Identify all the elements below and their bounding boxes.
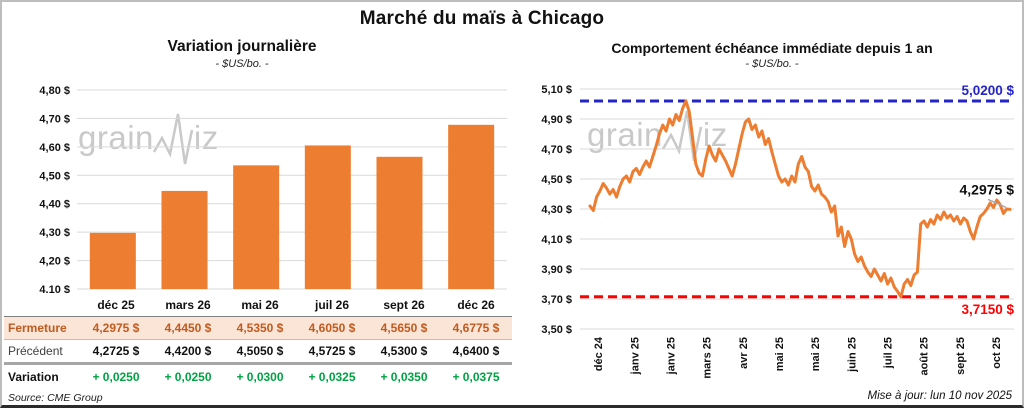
bar-chart-title: Variation journalière — [167, 38, 317, 55]
bar-chart-header: Variation journalière - $US/bo. - — [42, 38, 442, 70]
table-row-precedent: Précédent 4,2725 $ 4,4200 $ 4,5050 $ 4,5725 … — [4, 340, 512, 365]
page-title: Marché du maïs à Chicago — [359, 8, 605, 29]
table-col-header: juil 26 — [314, 298, 349, 312]
y-axis-tick-label: 5,10 $ — [541, 84, 572, 96]
table-cell: + 0,0350 — [380, 369, 428, 384]
bar-juil 26 — [304, 145, 351, 289]
table-cell: 4,5725 $ — [308, 344, 356, 358]
table-col-header: mars 26 — [165, 298, 211, 312]
source-note: Source: CME Group — [8, 392, 103, 404]
watermark-text: grain — [587, 115, 663, 153]
y-axis-tick-label: 4,10 $ — [39, 284, 70, 293]
watermark-text: iz — [193, 118, 219, 156]
front-month-line-chart: 5,10 $ 4,90 $ 4,70 $ 4,50 $ 4,30 $ 4,10 $ 3,90… — [541, 83, 1015, 379]
table-cell: 4,2725 $ — [92, 344, 140, 358]
table-cell: + 0,0250 — [92, 369, 140, 384]
y-axis-tick-label: 3,50 $ — [541, 324, 572, 336]
table-cell: + 0,0300 — [236, 369, 284, 384]
table-header-row: déc 25 mars 26 mai 26 juil 26 sept 26 déc 26 — [4, 294, 512, 316]
table-cell: 4,6775 $ — [452, 321, 500, 335]
table-cell: + 0,0325 — [308, 369, 356, 384]
y-axis-tick-label: 4,30 $ — [39, 227, 70, 239]
x-axis-tick-label: oct 25 — [991, 337, 1003, 369]
table-row-fermeture: Fermeture 4,2975 $ 4,4450 $ 4,5350 $ 4,6050 … — [4, 316, 512, 340]
bar-mai 26 — [233, 165, 280, 289]
x-axis-tick-label: déc 24 — [593, 336, 605, 371]
x-axis-tick-label: mai 25 — [810, 337, 822, 371]
x-axis-tick-label: avr 25 — [738, 337, 750, 369]
x-axis-tick-label: mars 25 — [702, 337, 714, 379]
table-col-header: mai 26 — [241, 298, 279, 312]
table-cell: 4,6400 $ — [452, 344, 500, 358]
callout-leader-line — [987, 198, 1007, 209]
y-axis-tick-label: 4,50 $ — [39, 170, 70, 182]
y-axis-tick-label: 4,70 $ — [39, 113, 70, 125]
table-cell: 4,5050 $ — [236, 344, 284, 358]
table-cell: 4,4200 $ — [164, 344, 212, 358]
y-axis-tick-label: 4,60 $ — [39, 142, 70, 154]
table-cell: 4,2975 $ — [92, 321, 140, 335]
table-col-header: déc 25 — [97, 298, 135, 312]
watermark-text: iz — [702, 115, 728, 153]
table-row-label: Précédent — [8, 344, 63, 358]
update-timestamp: Mise à jour: lun 10 nov 2025 — [867, 390, 1012, 402]
watermark-text: grain — [78, 118, 154, 156]
x-axis-tick-label: juin 25 — [846, 337, 858, 373]
line-chart-subtitle: - $US/bo. - — [745, 58, 799, 70]
y-axis-tick-label: 4,90 $ — [541, 114, 572, 126]
table-col-header: déc 26 — [457, 298, 495, 312]
y-axis-tick-label: 4,30 $ — [541, 204, 572, 216]
bar-mars 26 — [161, 190, 208, 289]
reference-line-label: 5,0200 $ — [961, 83, 1014, 98]
table-row-label: Variation — [8, 369, 59, 384]
table-cell: 4,5350 $ — [236, 321, 284, 335]
table-row-variation: Variation + 0,0250 + 0,0250 + 0,0300 + 0,032… — [4, 365, 512, 388]
x-axis-tick-label: janv 25 — [665, 337, 677, 375]
table-cell: 4,5300 $ — [380, 344, 428, 358]
x-axis-tick-label: sept 25 — [955, 337, 967, 375]
y-axis-tick-label: 4,20 $ — [39, 256, 70, 268]
futures-price-table: déc 25 mars 26 mai 26 juil 26 sept 26 déc 26 F… — [4, 294, 512, 388]
x-axis-tick-label: mai 25 — [774, 337, 786, 371]
bar-sept 26 — [376, 156, 423, 289]
y-axis-tick-label: 4,80 $ — [39, 85, 70, 97]
table-cell: 4,5650 $ — [380, 321, 428, 335]
table-col-header: sept 26 — [383, 298, 425, 312]
y-axis-tick-label: 4,10 $ — [541, 234, 572, 246]
y-axis-tick-label: 3,70 $ — [541, 294, 572, 306]
y-axis-tick-label: 4,70 $ — [541, 144, 572, 156]
x-axis-tick-label: janv 25 — [629, 337, 641, 375]
table-row-label: Fermeture — [8, 321, 67, 335]
reference-line-label: 3,7150 $ — [961, 302, 1014, 317]
price-line — [588, 99, 1012, 299]
table-cell: 4,4450 $ — [164, 321, 212, 335]
x-axis-tick-label: août 25 — [919, 337, 931, 376]
grainwiz-watermark: grain iz — [587, 105, 728, 163]
x-axis-tick-label: juil 25 — [882, 337, 894, 369]
table-cell: + 0,0250 — [164, 369, 212, 384]
daily-variation-bar-chart: 4,80 $ 4,70 $ 4,60 $ 4,50 $ 4,40 $ 4,30 $ 4,20… — [39, 85, 507, 293]
grainwiz-watermark: grain iz — [78, 108, 219, 166]
bar-déc 25 — [89, 232, 136, 289]
bar-déc 26 — [448, 124, 495, 289]
bar-chart-subtitle: - $US/bo. - — [215, 58, 269, 70]
table-cell: 4,6050 $ — [308, 321, 356, 335]
y-axis-tick-label: 4,50 $ — [541, 174, 572, 186]
y-axis-tick-label: 4,40 $ — [39, 199, 70, 211]
last-value-label: 4,2975 $ — [960, 181, 1015, 197]
line-chart-header: Comportement échéance immédiate depuis 1… — [542, 40, 1002, 70]
table-cell: + 0,0375 — [452, 369, 500, 384]
y-axis-tick-label: 3,90 $ — [541, 264, 572, 276]
watermark-zigzag-icon — [152, 113, 194, 165]
line-chart-title: Comportement échéance immédiate depuis 1… — [611, 40, 933, 56]
